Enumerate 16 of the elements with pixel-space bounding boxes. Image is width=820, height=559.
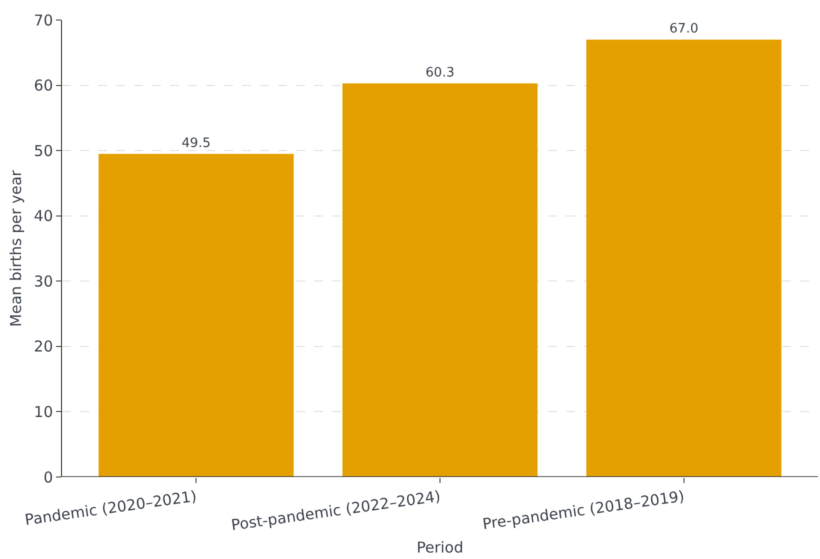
y-tick-label: 40 <box>34 207 53 226</box>
y-tick-label: 20 <box>34 338 53 356</box>
bar <box>586 40 782 477</box>
data-label: 60.3 <box>426 65 454 80</box>
y-tick-label: 70 <box>34 11 53 30</box>
y-tick-label: 10 <box>34 402 53 421</box>
y-tick-label: 30 <box>34 272 53 290</box>
y-tick-label: 50 <box>34 142 53 160</box>
data-label: 67.0 <box>669 22 698 37</box>
y-tick-label: 0 <box>43 468 53 486</box>
y-axis-title: Mean births per year <box>7 169 26 327</box>
bar <box>342 83 538 477</box>
x-axis-title: Period <box>416 538 464 556</box>
y-tick-label: 60 <box>34 76 53 95</box>
data-label: 49.5 <box>182 136 211 151</box>
bar <box>98 154 294 477</box>
